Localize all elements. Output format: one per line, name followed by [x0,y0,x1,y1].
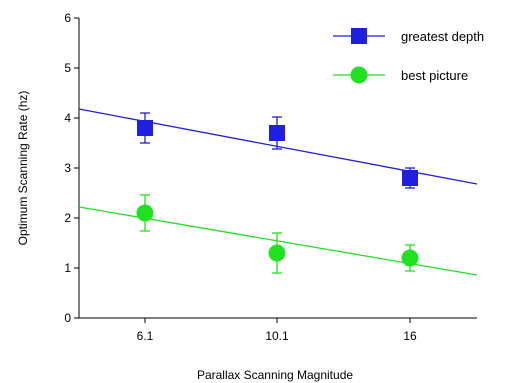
y-tick-label: 2 [64,211,71,225]
legend-label: greatest depth [401,29,484,44]
data-point-square [402,170,418,186]
data-point-square [137,120,153,136]
x-axis-label: Parallax Scanning Magnitude [197,368,353,382]
y-tick-label: 5 [64,61,71,75]
data-point-circle [136,204,154,222]
legend-marker-circle [350,66,368,84]
y-tick-label: 4 [64,111,71,125]
y-tick-label: 6 [64,11,71,25]
legend: greatest depth best picture [333,28,484,84]
legend-marker-square [351,28,367,44]
y-tick-label: 0 [64,311,71,325]
x-tick-label: 16 [403,329,417,343]
y-axis-label: Optimum Scanning Rate (hz) [16,91,30,246]
x-tick-label: 6.1 [137,329,154,343]
axes: 0 1 2 3 4 5 6 6.1 10.1 16 [64,11,477,343]
data-point-circle [268,244,286,262]
y-tick-label: 3 [64,161,71,175]
data-markers [136,120,419,267]
data-point-circle [401,249,419,267]
data-point-square [269,125,285,141]
legend-label: best picture [401,68,468,83]
y-tick-label: 1 [64,261,71,275]
x-tick-label: 10.1 [265,329,289,343]
